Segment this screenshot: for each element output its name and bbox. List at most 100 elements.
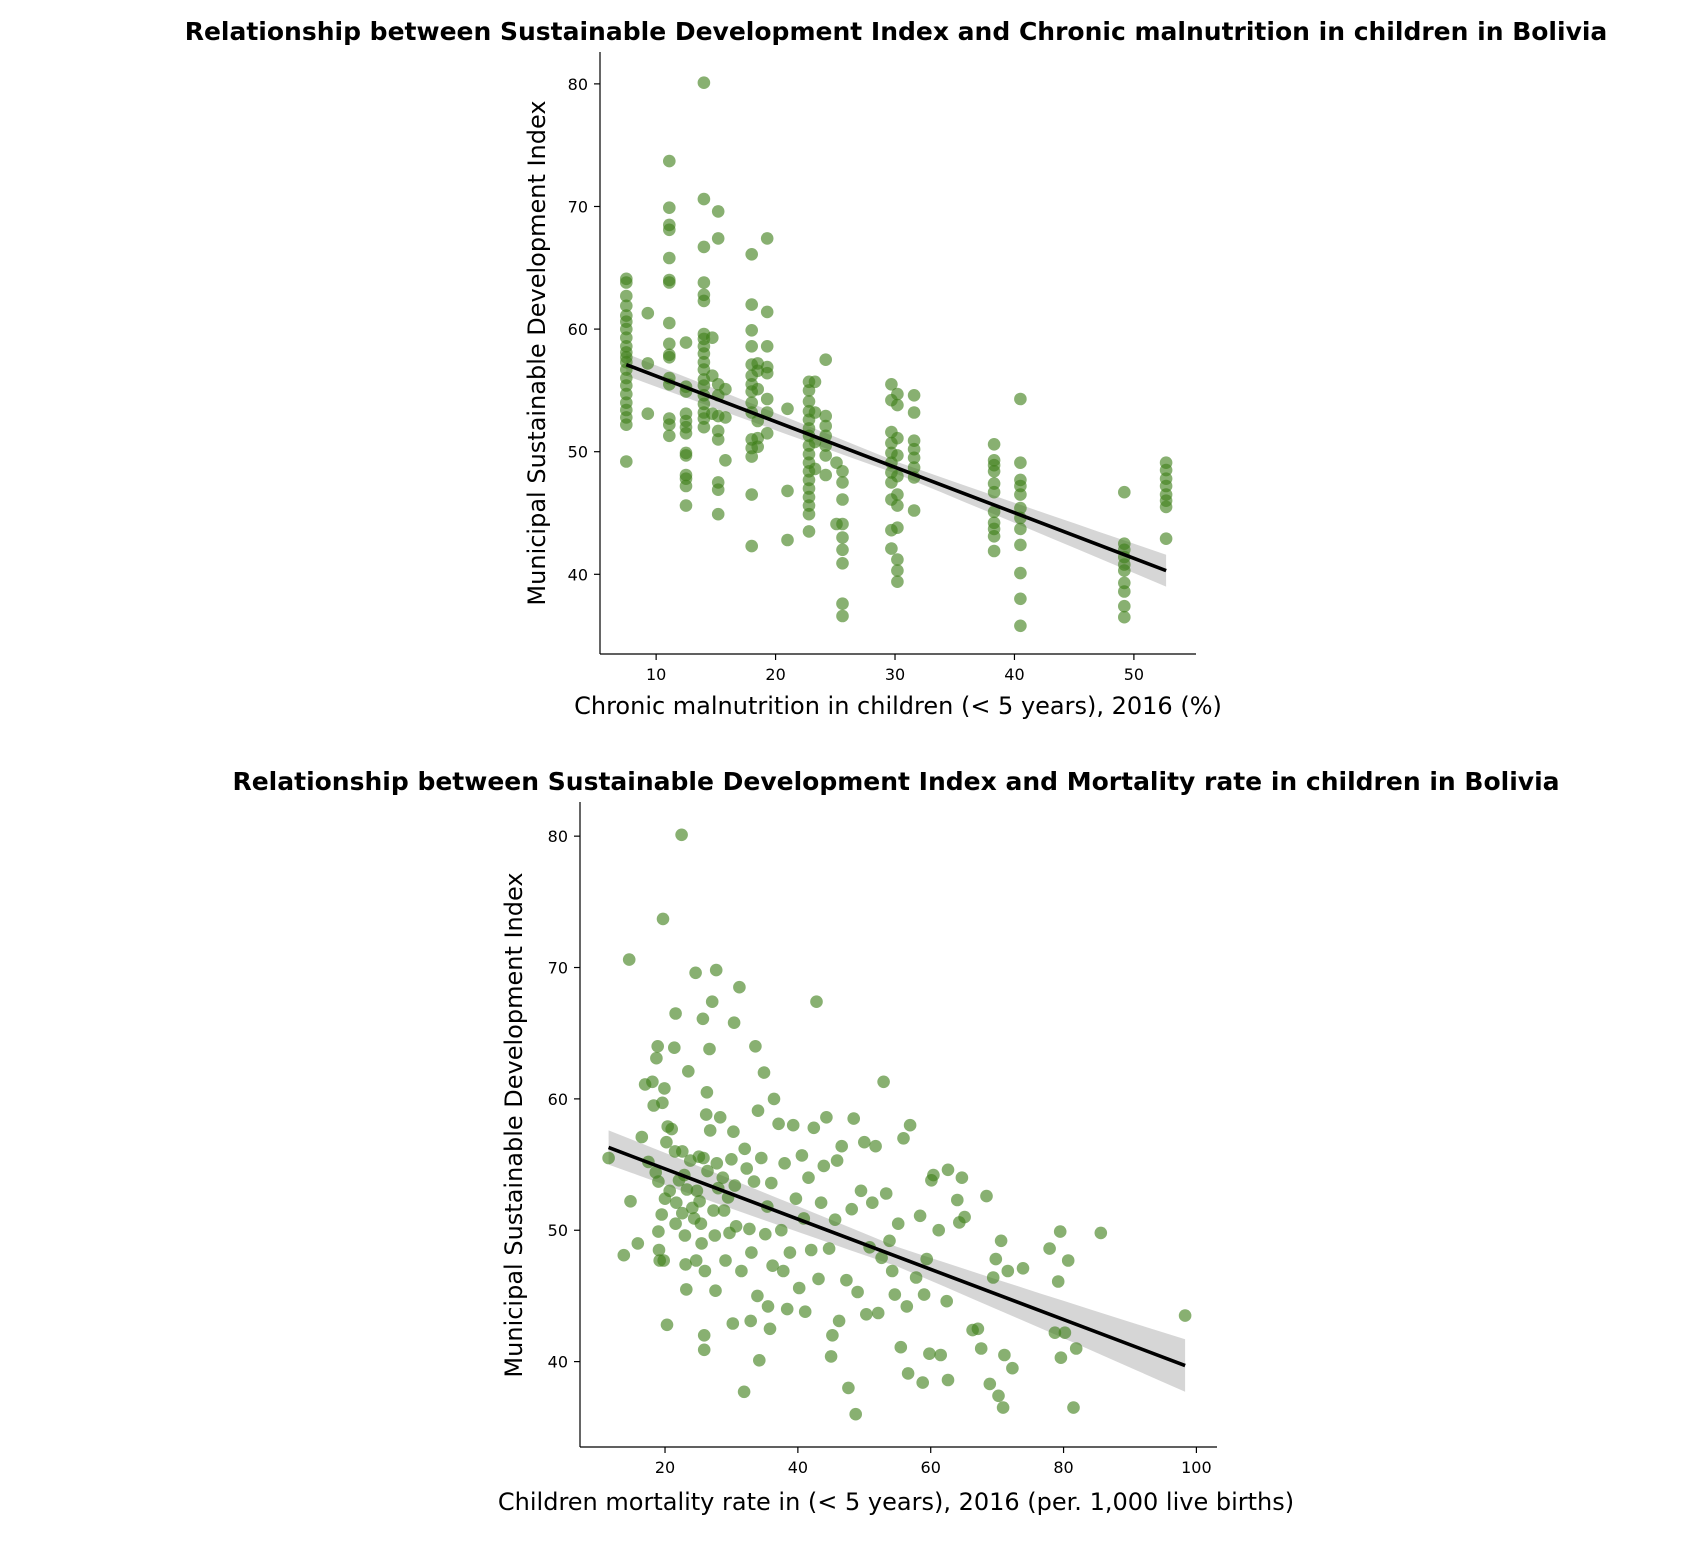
scatter-point bbox=[755, 1151, 768, 1165]
scatter-point bbox=[729, 1220, 743, 1233]
scatter-point bbox=[679, 427, 693, 440]
scatter-point bbox=[883, 1234, 896, 1248]
scatter-point bbox=[641, 306, 655, 320]
scatter-point bbox=[725, 1153, 738, 1166]
scatter-point bbox=[652, 1243, 666, 1257]
scatter-point bbox=[679, 479, 693, 493]
scatter-point bbox=[727, 1125, 740, 1138]
y-tick-label: 80 bbox=[548, 827, 568, 846]
scatter-point bbox=[869, 1139, 882, 1153]
scatter-point bbox=[745, 396, 758, 410]
scatter-point bbox=[1061, 1254, 1075, 1267]
scatter-point bbox=[735, 1264, 748, 1278]
scatter-point bbox=[847, 1112, 860, 1125]
scatter-point bbox=[1118, 564, 1131, 577]
scatter-point bbox=[697, 1329, 711, 1342]
scatter-point bbox=[663, 251, 676, 265]
scatter-point bbox=[765, 1176, 778, 1190]
scatter-point bbox=[885, 542, 898, 555]
scatter-point bbox=[907, 451, 921, 465]
x-tick-label: 40 bbox=[1004, 665, 1024, 684]
scatter-point bbox=[891, 499, 904, 512]
scatter-point bbox=[717, 1204, 731, 1217]
scatter-point bbox=[663, 316, 676, 330]
scatter-point bbox=[836, 557, 849, 570]
scatter-point bbox=[994, 1234, 1008, 1248]
x-axis-label: Children mortality rate in (< 5 years), … bbox=[498, 1488, 1294, 1516]
scatter-point bbox=[602, 1151, 615, 1165]
scatter-point bbox=[663, 351, 676, 364]
scatter-point bbox=[891, 1217, 905, 1230]
scatter-point bbox=[705, 995, 719, 1008]
scatter-point bbox=[802, 507, 816, 521]
scatter-point bbox=[745, 324, 758, 337]
scatter-point bbox=[987, 544, 1001, 558]
scatter-point bbox=[719, 382, 732, 396]
scatter-point bbox=[651, 1040, 664, 1053]
scatter-point bbox=[927, 1168, 940, 1182]
scatter-point bbox=[745, 488, 758, 501]
scatter-point bbox=[743, 1222, 756, 1236]
scatter-point bbox=[840, 1273, 853, 1287]
scatter-point bbox=[992, 1389, 1005, 1403]
scatter-point bbox=[745, 248, 758, 261]
scatter-point bbox=[745, 450, 758, 463]
scatter-point bbox=[669, 1217, 682, 1230]
scatter-point bbox=[697, 1151, 710, 1165]
scatter-point bbox=[781, 484, 794, 498]
scatter-point bbox=[907, 406, 921, 419]
scatter-point bbox=[1118, 485, 1131, 499]
scatter-point bbox=[652, 1225, 665, 1238]
scatter-point bbox=[798, 1305, 812, 1318]
scatter-point bbox=[866, 1196, 879, 1209]
scatter-point bbox=[697, 294, 711, 308]
scatter-point bbox=[909, 1271, 923, 1284]
scatter-point bbox=[745, 539, 758, 553]
scatter-point bbox=[744, 1314, 757, 1328]
chart-title: Relationship between Sustainable Develop… bbox=[185, 17, 1608, 46]
scatter-point bbox=[697, 420, 711, 434]
scatter-point bbox=[631, 1237, 645, 1250]
chart-title: Relationship between Sustainable Develop… bbox=[232, 767, 1559, 796]
scatter-point bbox=[891, 575, 904, 588]
scatter-point bbox=[668, 1041, 681, 1054]
scatter-point bbox=[679, 336, 693, 349]
scatter-point bbox=[901, 1367, 915, 1380]
scatter-point bbox=[1053, 1225, 1067, 1238]
chart-mortality: Relationship between Sustainable Develop… bbox=[232, 767, 1559, 1516]
scatter-point bbox=[665, 1122, 678, 1136]
scatter-point bbox=[983, 1377, 997, 1391]
scatter-point bbox=[655, 1208, 668, 1221]
scatter-point bbox=[1014, 566, 1027, 580]
scatter-point bbox=[711, 507, 725, 521]
chart-malnutrition: Relationship between Sustainable Develop… bbox=[185, 17, 1608, 720]
scatter-point bbox=[663, 223, 676, 237]
regression-line bbox=[625, 362, 1167, 573]
scatter-point bbox=[920, 1252, 933, 1266]
scatter-point bbox=[697, 276, 711, 289]
scatter-point bbox=[706, 331, 719, 345]
scatter-point bbox=[1118, 599, 1131, 613]
scatter-point bbox=[707, 1204, 720, 1217]
scatter-point bbox=[1014, 619, 1027, 633]
scatter-point bbox=[891, 449, 904, 462]
scatter-point bbox=[708, 1229, 722, 1242]
scatter-point bbox=[832, 1314, 846, 1328]
scatter-point bbox=[923, 1347, 936, 1360]
scatter-point bbox=[658, 1082, 671, 1095]
x-tick-label: 50 bbox=[1124, 665, 1144, 684]
scatter-point bbox=[689, 966, 702, 980]
scatter-point bbox=[792, 1281, 806, 1295]
scatter-point bbox=[689, 1254, 703, 1267]
scatter-point bbox=[891, 521, 904, 534]
scatter-point bbox=[660, 1135, 673, 1149]
scatter-point bbox=[989, 1252, 1003, 1266]
scatter-point bbox=[711, 483, 725, 497]
scatter-point bbox=[675, 828, 688, 842]
scatter-point bbox=[817, 1159, 831, 1173]
scatter-point bbox=[819, 353, 832, 367]
scatter-point bbox=[760, 305, 774, 319]
scatter-point bbox=[663, 418, 676, 432]
scatter-point bbox=[656, 912, 670, 926]
scatter-point bbox=[1048, 1326, 1062, 1339]
